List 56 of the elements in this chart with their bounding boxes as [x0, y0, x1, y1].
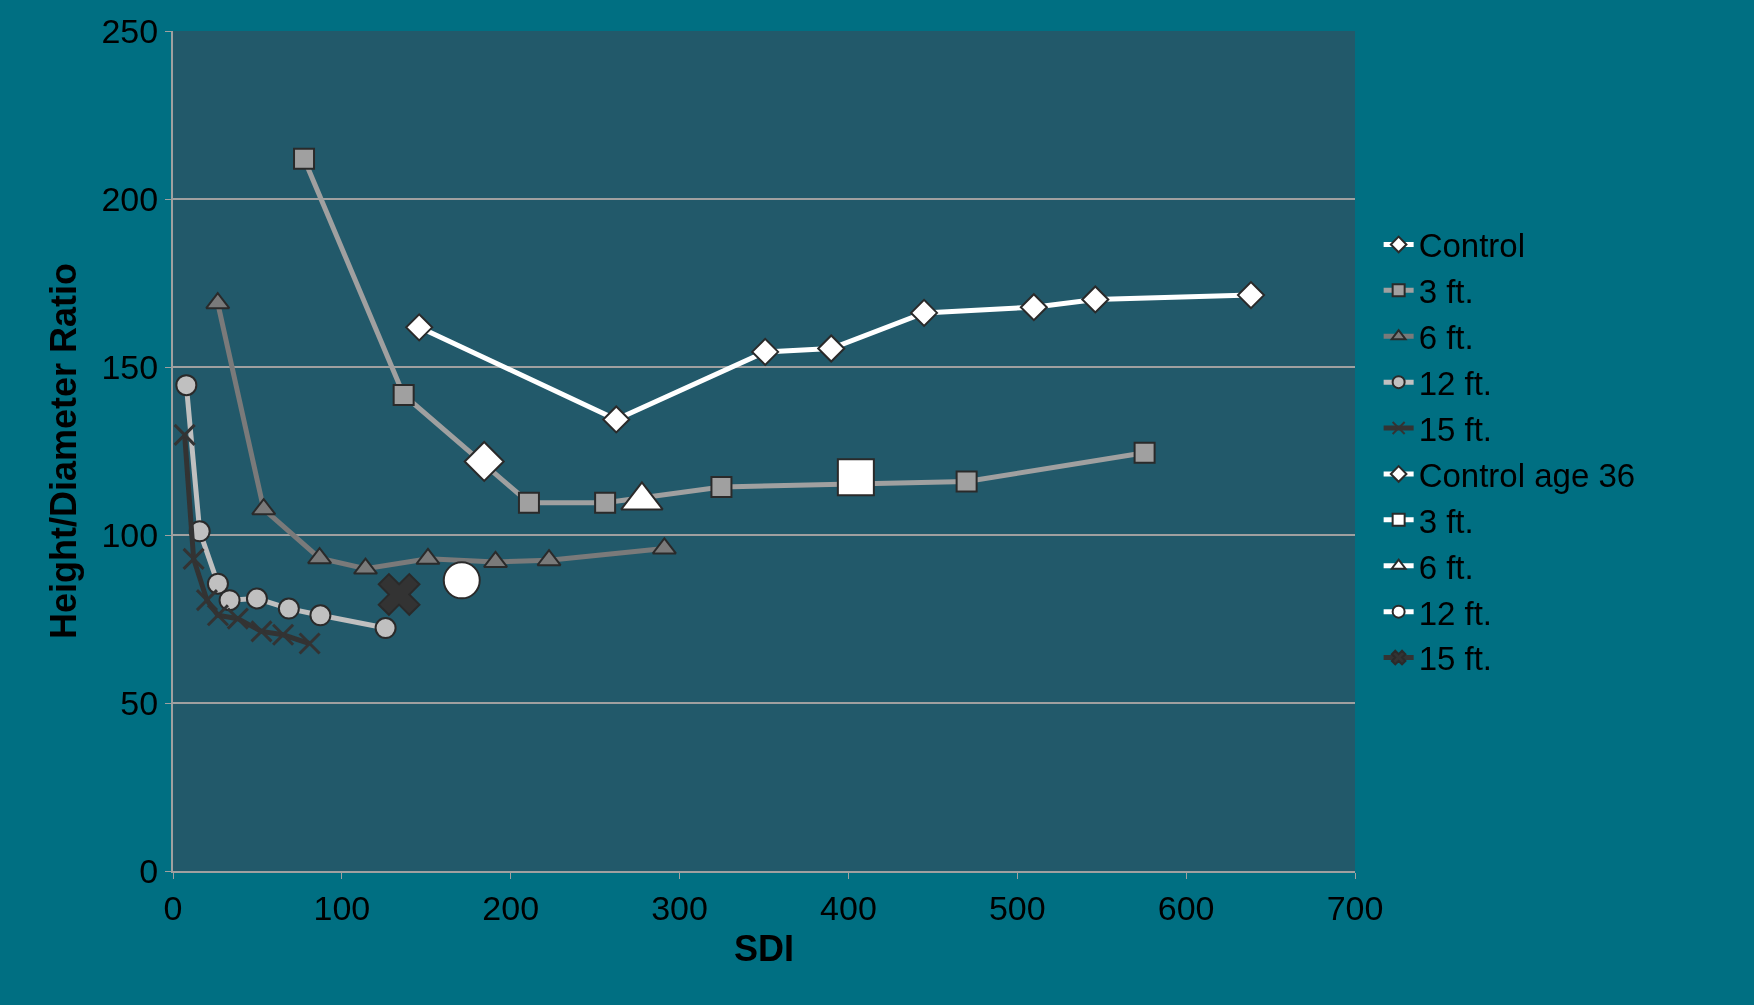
- point: [910, 298, 939, 327]
- x-tick-label: 0: [163, 888, 183, 927]
- x-axis-title: SDI: [733, 928, 795, 969]
- y-tick-label: 100: [101, 515, 159, 554]
- legend-label: Control age 36: [1418, 456, 1636, 494]
- y-tick-label: 0: [139, 851, 159, 890]
- point: [836, 458, 875, 497]
- legend-label: 12 ft.: [1418, 594, 1493, 632]
- legend-label: 15 ft.: [1418, 410, 1493, 448]
- point: [517, 491, 540, 514]
- point: [206, 572, 229, 595]
- point: [1133, 441, 1156, 464]
- point: [175, 374, 198, 397]
- point: [392, 383, 415, 406]
- point: [374, 617, 397, 640]
- legend-label: 6 ft.: [1418, 548, 1474, 586]
- legend-label: 15 ft.: [1418, 640, 1493, 678]
- point: [182, 547, 206, 571]
- legend-label: 12 ft.: [1418, 365, 1493, 403]
- point: [1019, 293, 1048, 322]
- y-axis-title: Height/Diameter Ratio: [42, 262, 84, 640]
- point: [405, 313, 434, 342]
- point: [955, 470, 978, 493]
- legend-label: 6 ft.: [1418, 319, 1474, 357]
- point: [710, 475, 733, 498]
- point: [298, 632, 322, 656]
- point: [602, 405, 631, 434]
- point: [377, 573, 421, 616]
- point: [442, 561, 481, 600]
- point: [195, 588, 219, 612]
- point: [1081, 285, 1110, 314]
- y-tick-label: 50: [120, 683, 159, 722]
- point: [817, 334, 846, 363]
- x-tick-label: 100: [313, 888, 371, 927]
- y-tick-label: 150: [101, 347, 159, 386]
- legend-label: 3 ft.: [1418, 273, 1474, 311]
- x-tick-label: 200: [482, 888, 540, 927]
- y-tick-label: 200: [101, 179, 159, 218]
- point: [245, 587, 268, 610]
- x-tick-label: 700: [1326, 888, 1384, 927]
- x-tick-label: 400: [820, 888, 877, 927]
- x-tick-label: 300: [651, 888, 708, 927]
- point: [1236, 281, 1265, 310]
- point: [173, 423, 197, 447]
- legend-label: 3 ft.: [1418, 502, 1474, 540]
- x-tick-label: 600: [1157, 888, 1215, 927]
- point: [594, 491, 617, 514]
- point: [463, 440, 505, 482]
- x-tick-label: 500: [988, 888, 1046, 927]
- legend-label: Control: [1418, 227, 1526, 265]
- y-tick-label: 250: [101, 11, 159, 50]
- point: [277, 597, 300, 620]
- point: [751, 337, 780, 366]
- point: [309, 604, 332, 627]
- point: [293, 147, 316, 170]
- point: [218, 589, 241, 612]
